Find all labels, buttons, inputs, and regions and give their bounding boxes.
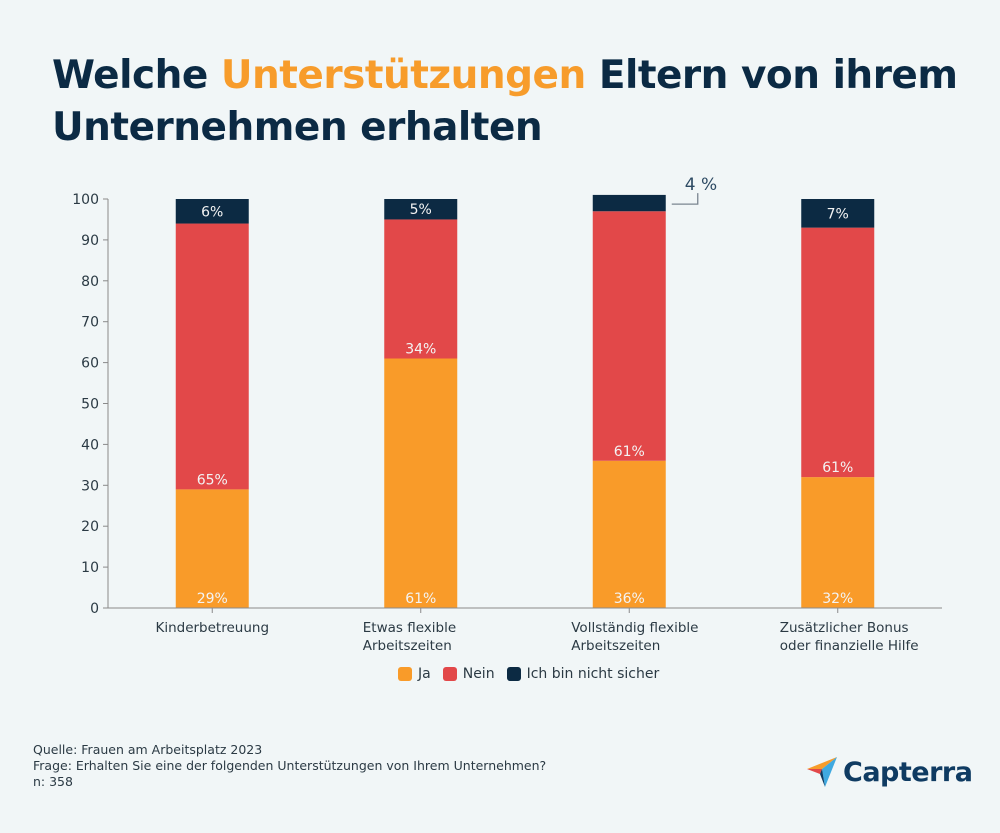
- legend-label: Nein: [462, 666, 495, 682]
- capterra-arrow-icon: [807, 757, 837, 787]
- y-tick-label: 50: [81, 397, 99, 413]
- bar-segment-nein: [592, 211, 666, 461]
- title-highlight: Unterstützungen: [220, 53, 586, 98]
- y-tick-label: 60: [81, 356, 99, 372]
- title-part-2: Eltern von ihrem Unternehmen erhalten: [52, 53, 958, 150]
- bar-segment-ich-bin-nicht-sicher: [384, 199, 458, 220]
- bar-segment-ja: [175, 489, 249, 608]
- data-label: 29%: [197, 591, 228, 607]
- bars: [175, 194, 875, 608]
- x-tick-label-line: Vollständig flexible: [571, 620, 698, 636]
- sample-size: n: 358: [33, 774, 73, 789]
- x-tick-label-line: Arbeitszeiten: [571, 638, 660, 654]
- y-tick-label: 30: [81, 478, 99, 494]
- y-tick-label: 20: [81, 519, 99, 535]
- capterra-logo: Capterra: [805, 755, 973, 789]
- data-label: 7%: [827, 206, 849, 222]
- y-tick-label: 10: [81, 560, 99, 576]
- y-tick-label: 40: [81, 437, 99, 453]
- data-label: 61%: [822, 460, 853, 476]
- data-label: 34%: [405, 342, 436, 358]
- bar-segment-nein: [801, 227, 875, 478]
- legend-label: Ich bin nicht sicher: [526, 666, 660, 682]
- legend-item: Nein: [442, 666, 495, 682]
- question-note: Frage: Erhalten Sie eine der folgenden U…: [33, 758, 547, 773]
- y-axis: 0 10 20 30 40 50 60 70 80 90 100: [72, 192, 109, 617]
- capterra-logo-text: Capterra: [843, 756, 973, 788]
- annotation-label: 4 %: [685, 175, 717, 195]
- annotation-leader-line: [671, 193, 699, 205]
- legend: Ja Nein Ich bin nicht sicher: [398, 666, 671, 682]
- title-part-1: Welche: [52, 53, 221, 98]
- data-label: 61%: [405, 591, 436, 607]
- bar-segment-nein: [175, 223, 249, 490]
- annotations: 4 %: [671, 175, 717, 205]
- y-tick-label: 90: [81, 233, 99, 249]
- chart-title: Welche Unterstützungen Eltern von ihrem …: [52, 50, 972, 154]
- data-label: 6%: [201, 204, 223, 220]
- legend-swatch: [506, 667, 521, 681]
- x-tick-label-line: Etwas flexible: [363, 620, 456, 636]
- x-tick-label: Zusätzlicher Bonus oder finanzielle Hilfe: [780, 620, 919, 654]
- bar-segment-ja: [592, 460, 666, 608]
- footer: Quelle: Frauen am Arbeitsplatz 2023 Frag…: [33, 742, 546, 790]
- legend-item: Ich bin nicht sicher: [506, 666, 660, 682]
- bar-segment-ich-bin-nicht-sicher: [175, 199, 249, 224]
- data-labels: 29% 65% 6% 61% 34% 5% 36% 61% 32% 61% 7%: [197, 202, 854, 607]
- source-note: Quelle: Frauen am Arbeitsplatz 2023: [33, 742, 263, 757]
- legend-label: Ja: [418, 666, 431, 682]
- x-tick-label: Etwas flexible Arbeitszeiten: [363, 620, 456, 654]
- x-tick-label: Kinderbetreuung: [155, 620, 269, 636]
- data-label: 36%: [614, 591, 645, 607]
- bar-segment-nein: [384, 219, 458, 359]
- legend-swatch: [398, 667, 412, 681]
- data-label: 65%: [197, 472, 228, 488]
- x-axis: Kinderbetreuung Etwas flexible Arbeitszeit…: [108, 607, 942, 654]
- legend-swatch: [442, 667, 457, 681]
- bar-segment-ich-bin-nicht-sicher: [592, 194, 666, 212]
- x-tick-label-line: Zusätzlicher Bonus: [780, 620, 909, 636]
- x-tick-label: Vollständig flexible Arbeitszeiten: [571, 620, 698, 654]
- data-label: 32%: [822, 591, 853, 607]
- legend-item: Ja: [398, 666, 431, 682]
- data-label: 61%: [614, 444, 645, 460]
- y-tick-label: 80: [81, 274, 99, 290]
- bar-segment-ja: [801, 477, 875, 608]
- data-label: 5%: [410, 202, 432, 218]
- bar-segment-ja: [384, 358, 458, 608]
- x-tick-label-line: Kinderbetreuung: [155, 620, 269, 636]
- y-tick-label: 70: [81, 315, 99, 331]
- y-tick-label: 0: [90, 601, 99, 617]
- y-tick-label: 100: [72, 192, 99, 208]
- bar-segment-ich-bin-nicht-sicher: [801, 199, 875, 228]
- x-tick-label-line: Arbeitszeiten: [363, 638, 452, 654]
- x-tick-label-line: oder finanzielle Hilfe: [780, 638, 919, 654]
